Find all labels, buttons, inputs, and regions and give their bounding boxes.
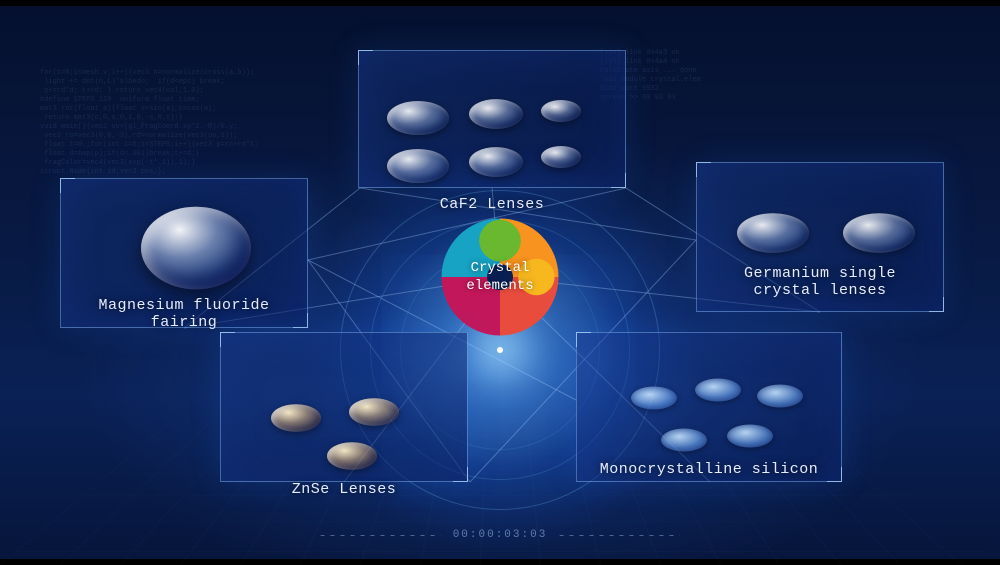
panel-caf2-lenses: CaF2 Lenses <box>358 50 626 188</box>
timecode: 00:00:03:03 <box>453 529 548 541</box>
panel-znse-image <box>227 339 461 475</box>
panel-magnesium-fluoride: Magnesium fluoride fairing <box>60 178 308 328</box>
panel-mgf2-label: Magnesium fluoride fairing <box>61 297 307 331</box>
panel-si-image <box>583 339 835 475</box>
panel-ge-label: Germanium single crystal lenses <box>697 265 943 299</box>
panel-caf2-image <box>365 57 619 181</box>
panel-znse-lenses: ZnSe Lenses <box>220 332 468 482</box>
bg-code-right: [sys] link 0x4a3 ok [sys] link 0x4a4 ok … <box>600 40 860 180</box>
hub-label: Crystal elements <box>435 259 565 295</box>
center-flare <box>497 347 503 353</box>
panel-caf2-label: CaF2 Lenses <box>359 196 625 213</box>
panel-monocrystalline-silicon: Monocrystalline silicon <box>576 332 842 482</box>
panel-znse-label: ZnSe Lenses <box>221 481 467 498</box>
panel-si-label: Monocrystalline silicon <box>577 461 841 478</box>
black-bar-top <box>0 0 1000 6</box>
hub-crystal-elements: Crystal elements <box>435 212 565 342</box>
panel-germanium-lenses: Germanium single crystal lenses <box>696 162 944 312</box>
floor-grid <box>0 420 1000 565</box>
